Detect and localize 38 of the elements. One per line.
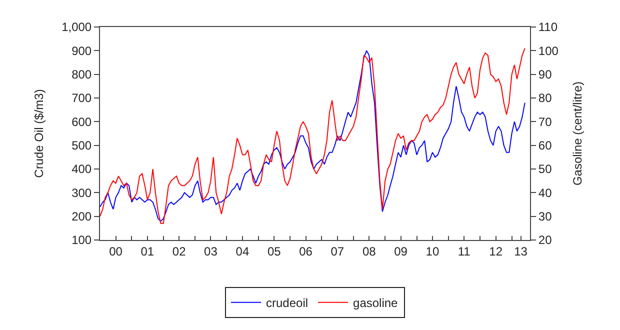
y2-tick-label: 40 [538,186,552,200]
legend-label: gasoline [353,296,398,310]
y-tick-label: 200 [72,210,92,224]
x-tick-label: 06 [299,244,313,258]
y-tick-label: 500 [72,138,92,153]
y2-tick-label: 50 [538,162,552,176]
y-tick-label: 1,000 [62,20,92,34]
x-tick-label: 12 [489,244,503,258]
y2-tick-label: 100 [538,44,559,58]
y-tick-label: 600 [72,114,92,129]
x-tick-label: 09 [394,244,408,258]
x-tick-label: 11 [458,244,471,258]
y-tick-label: 800 [72,68,92,82]
y2-tick-label: 30 [538,210,552,224]
x-tick-label: 03 [204,244,218,258]
y2-tick-label: 90 [538,68,552,82]
y-tick-label: 700 [72,91,92,106]
x-tick-label: 02 [172,244,186,258]
x-tick-label: 07 [330,244,344,258]
y2-axis-title: Gasoline (cent/litre) [570,81,585,186]
y2-tick-label: 70 [538,114,552,129]
y-axis-title: Crude Oil ($/m3) [32,89,46,178]
y-tick-label: 900 [72,44,92,58]
x-tick-label: 01 [140,244,154,258]
y-tick-label: 300 [72,186,92,200]
y2-tick-label: 60 [538,138,552,153]
legend-label: crudeoil [266,296,308,310]
y2-tick-label: 80 [538,91,552,106]
x-tick-label: 05 [267,244,282,258]
y-tick-label: 400 [72,162,92,176]
y2-tick-label: 20 [538,233,552,248]
x-tick-label: 10 [426,244,440,258]
x-tick-label: 04 [236,244,250,258]
x-tick-label: 13 [514,244,528,258]
y2-tick-label: 110 [538,20,558,34]
x-tick-label: 00 [109,244,123,258]
y-tick-label: 100 [72,233,92,248]
x-tick-label: 08 [362,244,376,258]
